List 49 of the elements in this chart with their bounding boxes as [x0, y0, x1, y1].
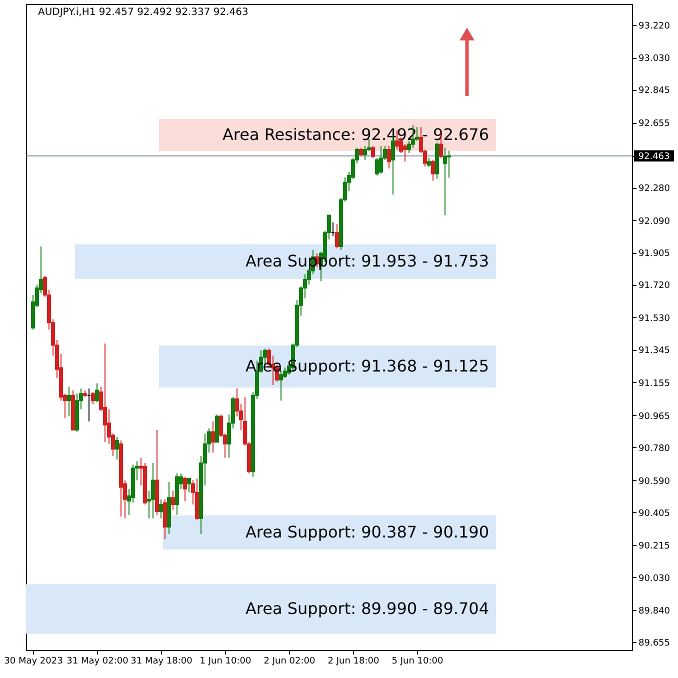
y-tick-label: 92.090 — [638, 216, 670, 227]
y-tick-label: 91.345 — [638, 346, 670, 356]
y-tick-label: 90.405 — [638, 508, 670, 519]
x-tick-label: 30 May 2023 — [4, 656, 63, 666]
y-tick-label: 91.155 — [638, 378, 670, 389]
candlestick — [187, 478, 191, 493]
x-tick-label: 31 May 18:00 — [130, 656, 193, 666]
candlestick — [67, 386, 71, 417]
candlestick — [379, 146, 383, 174]
x-tick-label: 2 Jun 02:00 — [264, 656, 316, 666]
y-tick-label: 92.655 — [638, 119, 670, 130]
y-tick-label: 92.845 — [638, 86, 670, 96]
y-tick-label: 90.965 — [638, 412, 670, 422]
candlestick — [279, 370, 283, 402]
x-tick-label: 5 Jun 10:00 — [392, 656, 444, 666]
x-tick-label: 2 Jun 18:00 — [328, 656, 380, 666]
candlestick — [403, 144, 407, 162]
y-tick-label: 92.280 — [638, 184, 670, 194]
candlestick — [95, 382, 99, 403]
candlestick — [387, 146, 391, 170]
y-tick-label: 89.840 — [638, 606, 670, 617]
x-tick-label: 1 Jun 10:00 — [200, 656, 252, 666]
candlestick — [159, 498, 163, 519]
y-tick-label: 93.220 — [638, 21, 670, 32]
y-tick-label: 90.590 — [638, 476, 670, 487]
y-tick-label: 89.655 — [638, 638, 670, 649]
y-tick-label: 91.530 — [638, 314, 670, 324]
band-label: Area Support: 89.990 - 89.704 — [245, 598, 489, 618]
candlestick — [183, 476, 187, 502]
candlestick — [431, 159, 435, 182]
y-tick-label: 91.720 — [638, 281, 670, 292]
candlestick — [171, 490, 175, 510]
candlestick — [103, 342, 107, 443]
band-label: Area Support: 90.387 - 90.190 — [245, 522, 489, 542]
ref-line-label: 92.463 — [638, 152, 670, 162]
candlestick — [371, 146, 375, 159]
candlestick — [443, 147, 447, 216]
y-tick-label: 90.215 — [638, 542, 670, 552]
candlestick — [335, 223, 339, 249]
y-tick-label: 91.905 — [638, 249, 670, 260]
x-tick-label: 31 May 02:00 — [66, 656, 129, 666]
y-tick-label: 93.030 — [638, 54, 670, 64]
candlestick — [91, 391, 95, 405]
y-tick-label: 90.780 — [638, 444, 670, 454]
chart-title: AUDJPY.i,H1 92.457 92.492 92.337 92.463 — [38, 7, 248, 18]
candlestick — [211, 420, 215, 454]
candlestick — [115, 436, 119, 460]
candlestick — [151, 462, 155, 519]
y-tick-label: 90.030 — [638, 574, 670, 584]
